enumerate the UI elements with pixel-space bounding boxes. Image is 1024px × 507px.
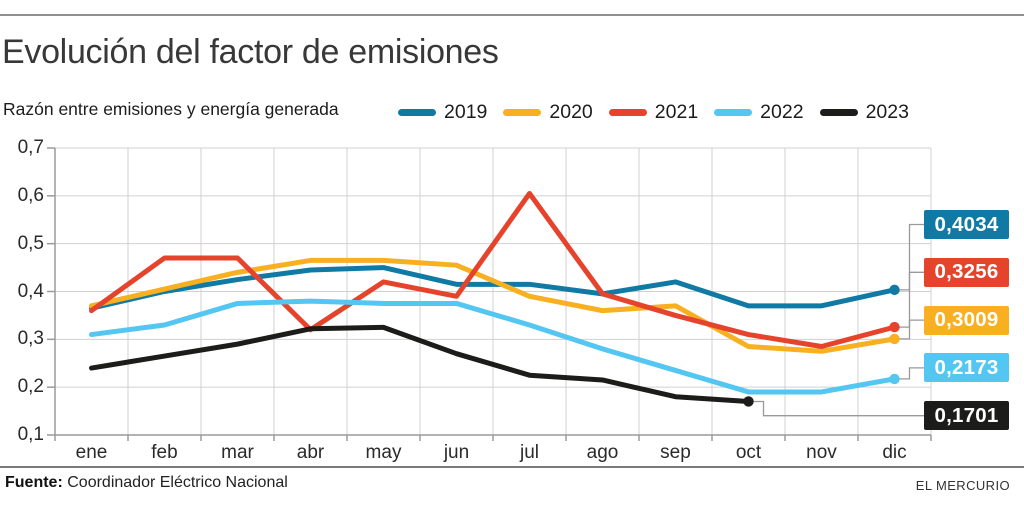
x-tick-label-may: may — [365, 442, 402, 463]
footer-rule — [0, 466, 1024, 468]
x-tick-label-abr: abr — [296, 442, 325, 463]
legend-swatch-icon — [608, 109, 647, 116]
x-tick-label-dic: dic — [882, 442, 907, 463]
series-end-dot-2021 — [889, 321, 900, 333]
legend-item-2019: 2019 — [398, 101, 487, 124]
series-line-2021 — [89, 190, 897, 350]
series-line-2020 — [89, 257, 897, 354]
x-tick-label-jun: jun — [443, 442, 470, 463]
page-title: Evolución del factor de emisiones — [2, 33, 499, 71]
series-line-2019 — [89, 265, 897, 311]
x-tick-label-mar: mar — [221, 442, 254, 463]
label-connector — [894, 223, 924, 291]
x-tick-label-ago: ago — [586, 442, 619, 463]
label-connector — [894, 319, 924, 340]
series-line-2022 — [89, 298, 897, 395]
x-tick-label-nov: nov — [806, 442, 837, 463]
end-value-label-2022: 0,2173 — [924, 353, 1009, 383]
legend: 2019 2020 2021 2022 2023 — [398, 101, 909, 124]
top-rule — [0, 14, 1024, 16]
end-value-label-2021: 0,3256 — [924, 257, 1009, 287]
series-end-dot-2020 — [889, 333, 900, 345]
y-tick-label: 0,4 — [17, 280, 44, 302]
label-connector — [748, 400, 924, 417]
legend-label: 2023 — [865, 101, 909, 123]
legend-swatch-icon — [819, 109, 858, 116]
source-text: Coordinador Eléctrico Nacional — [67, 474, 288, 491]
series-end-dot-2022 — [889, 373, 900, 385]
end-value-label-2020: 0,3009 — [924, 305, 1009, 335]
y-tick-label: 0,5 — [17, 232, 44, 254]
legend-swatch-icon — [398, 109, 436, 116]
credit: EL MERCURIO — [915, 478, 1010, 493]
label-connector — [894, 367, 924, 380]
series-line-2023 — [89, 324, 751, 404]
x-tick-label-feb: feb — [151, 442, 178, 463]
source-label: Fuente: — [5, 474, 63, 491]
x-tick-label-sep: sep — [660, 442, 691, 463]
legend-item-2020: 2020 — [503, 101, 593, 124]
end-value-label-2023: 0,1701 — [924, 401, 1009, 431]
legend-item-2022: 2022 — [714, 101, 804, 124]
x-tick-label-ene: ene — [75, 442, 108, 463]
y-tick-label: 0,7 — [17, 137, 44, 158]
legend-label: 2021 — [654, 101, 699, 123]
legend-item-2023: 2023 — [819, 101, 909, 124]
x-tick-label-jul: jul — [519, 442, 539, 463]
legend-swatch-icon — [503, 109, 542, 116]
x-tick-label-oct: oct — [735, 442, 762, 463]
y-tick-label: 0,1 — [17, 424, 44, 445]
y-tick-label: 0,3 — [17, 328, 44, 350]
legend-label: 2022 — [760, 101, 804, 123]
legend-item-2021: 2021 — [608, 101, 699, 124]
y-tick-label: 0,6 — [17, 184, 44, 206]
chart-subtitle: Razón entre emisiones y energía generada — [3, 99, 339, 119]
legend-label: 2019 — [444, 101, 488, 123]
end-value-label-2019: 0,4034 — [924, 210, 1009, 239]
series-end-dot-2019 — [889, 284, 900, 296]
series-end-dot-2023 — [743, 396, 754, 407]
source-line: Fuente: Coordinador Eléctrico Nacional — [5, 474, 288, 492]
legend-label: 2020 — [549, 101, 593, 123]
y-tick-label: 0,2 — [17, 376, 44, 398]
legend-swatch-icon — [714, 109, 753, 116]
label-connector — [894, 271, 924, 328]
